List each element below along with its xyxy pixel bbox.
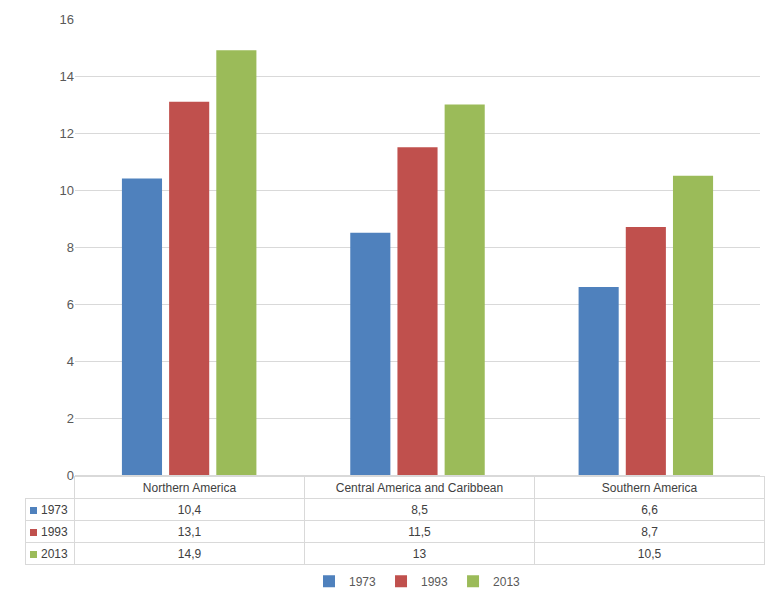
svg-text:14: 14 <box>60 69 74 84</box>
html-text:11,5: 11,5 <box>408 524 431 539</box>
html-text:13: 13 <box>412 546 427 561</box>
svg-text:12: 12 <box>60 126 74 141</box>
html-text:1973: 1973 <box>41 502 68 517</box>
html-text:14,9: 14,9 <box>177 546 202 561</box>
svg-text:6: 6 <box>67 297 74 312</box>
html-text:10,4: 10,4 <box>177 502 202 517</box>
html-text:Central America and Caribbean: Central America and Caribbean <box>335 480 504 495</box>
html-text:Southern America: Southern America <box>601 480 698 495</box>
svg-text:16: 16 <box>60 12 74 27</box>
html-text:Northern America: Northern America <box>142 480 237 495</box>
html-text:10,5: 10,5 <box>637 546 662 561</box>
html-text:6,6: 6,6 <box>641 502 658 517</box>
svg-text:0: 0 <box>67 468 74 483</box>
html-text:8,5: 8,5 <box>411 502 428 517</box>
svg-text:8: 8 <box>67 240 74 255</box>
svg-text:10: 10 <box>60 183 74 198</box>
svg-text:1993: 1993 <box>421 575 448 589</box>
svg-text:2013: 2013 <box>493 575 520 589</box>
html-text:1993: 1993 <box>41 524 68 539</box>
html-text:13,1: 13,1 <box>177 524 202 539</box>
html-text:8,7: 8,7 <box>641 524 658 539</box>
svg-text:1973: 1973 <box>349 575 376 589</box>
html-text:2013: 2013 <box>41 546 68 561</box>
svg-text:4: 4 <box>67 354 74 369</box>
svg-text:2: 2 <box>67 411 74 426</box>
